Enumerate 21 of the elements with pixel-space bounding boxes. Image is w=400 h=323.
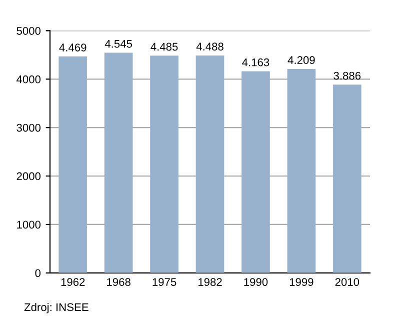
y-tick-label: 5000 <box>16 26 41 35</box>
data-label: 4.163 <box>242 58 270 66</box>
data-label: 4.545 <box>104 40 132 48</box>
x-tick-label: 2010 <box>335 278 360 286</box>
x-tick-label: 1968 <box>107 278 130 286</box>
y-tick-label: 4000 <box>16 75 41 84</box>
x-tick-label: 1962 <box>61 278 85 286</box>
y-tick-label: 3000 <box>16 124 41 132</box>
text: Zdroj: INSEE <box>24 302 88 314</box>
data-label: 4.209 <box>288 56 315 64</box>
y-tick-label: 1000 <box>17 220 41 229</box>
data-label: 4.485 <box>150 42 178 51</box>
x-tick-label: 1990 <box>244 278 268 286</box>
y-tick-label: 2000 <box>16 172 41 180</box>
y-tick-label: 0 <box>35 269 41 278</box>
x-tick-label: 1982 <box>198 278 222 286</box>
x-tick-label: 1975 <box>152 278 176 286</box>
data-label: 3.886 <box>334 72 361 80</box>
data-label: 4.488 <box>196 42 224 51</box>
data-label: 4.469 <box>59 44 86 52</box>
x-tick-label: 1999 <box>290 278 314 286</box>
